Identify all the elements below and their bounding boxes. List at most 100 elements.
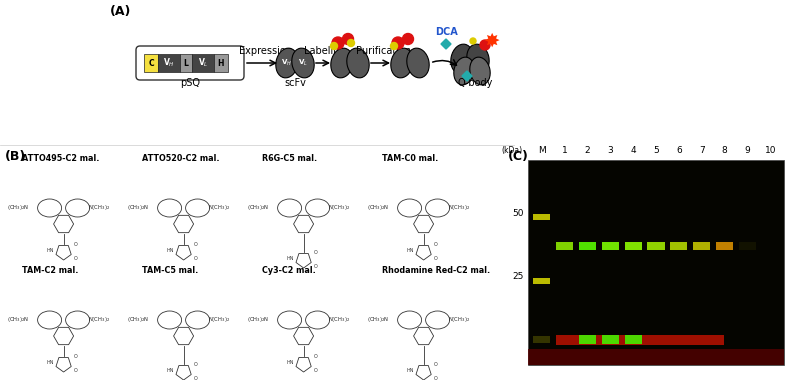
Text: N(CH$_3$)$_2$: N(CH$_3$)$_2$ xyxy=(88,315,110,323)
Text: TAM-C2 mal.: TAM-C2 mal. xyxy=(22,266,78,275)
Text: (kDa): (kDa) xyxy=(501,146,523,155)
Bar xyxy=(144,54,158,72)
Bar xyxy=(602,336,619,344)
Text: R6G-C5 mal.: R6G-C5 mal. xyxy=(262,154,317,163)
Text: (C): (C) xyxy=(508,150,529,163)
Text: (B): (B) xyxy=(5,150,26,163)
Text: scFv: scFv xyxy=(284,78,306,88)
Text: TAM-C5 mal.: TAM-C5 mal. xyxy=(142,266,199,275)
Circle shape xyxy=(391,43,398,49)
Polygon shape xyxy=(462,71,472,81)
Ellipse shape xyxy=(331,48,354,78)
Text: (CH$_3$)$_2$N: (CH$_3$)$_2$N xyxy=(248,315,270,323)
Text: V$_H$: V$_H$ xyxy=(163,57,175,69)
Circle shape xyxy=(331,43,338,49)
Circle shape xyxy=(343,33,354,44)
Text: 1: 1 xyxy=(562,146,567,155)
Text: 6: 6 xyxy=(676,146,682,155)
Text: 4: 4 xyxy=(630,146,636,155)
Text: M: M xyxy=(538,146,546,155)
Text: O: O xyxy=(74,355,78,359)
Ellipse shape xyxy=(346,48,369,78)
Text: O: O xyxy=(194,377,197,380)
Text: HN: HN xyxy=(406,367,414,372)
Text: TAM-C0 mal.: TAM-C0 mal. xyxy=(382,154,438,163)
Bar xyxy=(192,54,214,72)
Text: 25: 25 xyxy=(513,272,524,281)
Bar xyxy=(579,242,596,250)
Text: O: O xyxy=(433,377,437,380)
Text: O: O xyxy=(74,242,78,247)
Text: N(CH$_3$)$_2$: N(CH$_3$)$_2$ xyxy=(448,203,470,212)
Text: HN: HN xyxy=(166,247,173,252)
Bar xyxy=(528,160,784,365)
Text: 8: 8 xyxy=(721,146,728,155)
Text: HN: HN xyxy=(166,367,173,372)
Bar xyxy=(533,336,551,344)
Text: (CH$_3$)$_2$N: (CH$_3$)$_2$N xyxy=(368,315,390,323)
Bar xyxy=(180,54,192,72)
Text: N(CH$_3$)$_2$: N(CH$_3$)$_2$ xyxy=(327,203,350,212)
Text: Purification: Purification xyxy=(357,46,411,56)
Ellipse shape xyxy=(470,57,490,85)
Text: HN: HN xyxy=(46,247,54,252)
Text: HN: HN xyxy=(46,359,54,364)
Text: O: O xyxy=(194,363,197,367)
Text: C: C xyxy=(148,59,153,68)
Text: O: O xyxy=(194,256,197,261)
Text: O: O xyxy=(433,256,437,261)
Text: HN: HN xyxy=(286,255,293,261)
Text: ATTO520-C2 mal.: ATTO520-C2 mal. xyxy=(142,154,219,163)
Text: Rhodamine Red-C2 mal.: Rhodamine Red-C2 mal. xyxy=(382,266,490,275)
Ellipse shape xyxy=(407,48,430,78)
Text: V$_L$: V$_L$ xyxy=(298,58,308,68)
Text: (CH$_3$)$_2$N: (CH$_3$)$_2$N xyxy=(7,315,29,323)
Circle shape xyxy=(392,37,404,49)
Text: HN: HN xyxy=(286,359,293,364)
Text: V$_L$: V$_L$ xyxy=(198,57,208,69)
Bar xyxy=(602,242,619,250)
Text: L: L xyxy=(184,59,188,68)
Circle shape xyxy=(332,37,344,49)
Bar xyxy=(556,242,573,250)
Text: N(CH$_3$)$_2$: N(CH$_3$)$_2$ xyxy=(327,315,350,323)
Bar xyxy=(625,242,642,250)
Text: O: O xyxy=(74,256,78,261)
Text: DCA: DCA xyxy=(434,27,457,37)
Ellipse shape xyxy=(391,48,413,78)
Text: (CH$_3$)$_2$N: (CH$_3$)$_2$N xyxy=(127,315,149,323)
Text: ATTO495-C2 mal.: ATTO495-C2 mal. xyxy=(22,154,100,163)
Text: 5: 5 xyxy=(653,146,659,155)
Text: 50: 50 xyxy=(513,209,524,218)
Text: O: O xyxy=(433,242,437,247)
Bar xyxy=(533,278,551,284)
Bar xyxy=(556,336,724,345)
Text: O: O xyxy=(433,363,437,367)
Bar xyxy=(625,336,642,344)
Text: 7: 7 xyxy=(698,146,705,155)
Ellipse shape xyxy=(454,57,475,85)
Text: O: O xyxy=(313,369,317,374)
Circle shape xyxy=(480,40,490,50)
Bar xyxy=(533,214,551,220)
Bar xyxy=(579,336,596,344)
Bar xyxy=(528,348,784,365)
Text: 10: 10 xyxy=(765,146,776,155)
Circle shape xyxy=(347,40,354,46)
Circle shape xyxy=(470,38,476,44)
Ellipse shape xyxy=(292,48,314,78)
Text: HN: HN xyxy=(406,247,414,252)
Text: O: O xyxy=(313,264,317,269)
Ellipse shape xyxy=(467,44,489,74)
Text: N(CH$_3$)$_2$: N(CH$_3$)$_2$ xyxy=(88,203,110,212)
Text: ✸: ✸ xyxy=(483,32,499,51)
Bar xyxy=(158,54,180,72)
Circle shape xyxy=(403,33,414,44)
Text: O: O xyxy=(194,242,197,247)
Bar xyxy=(214,54,228,72)
Bar xyxy=(693,242,710,250)
Text: H: H xyxy=(218,59,225,68)
Text: Cy3-C2 mal.: Cy3-C2 mal. xyxy=(262,266,316,275)
Polygon shape xyxy=(441,39,451,49)
Text: 2: 2 xyxy=(585,146,590,155)
